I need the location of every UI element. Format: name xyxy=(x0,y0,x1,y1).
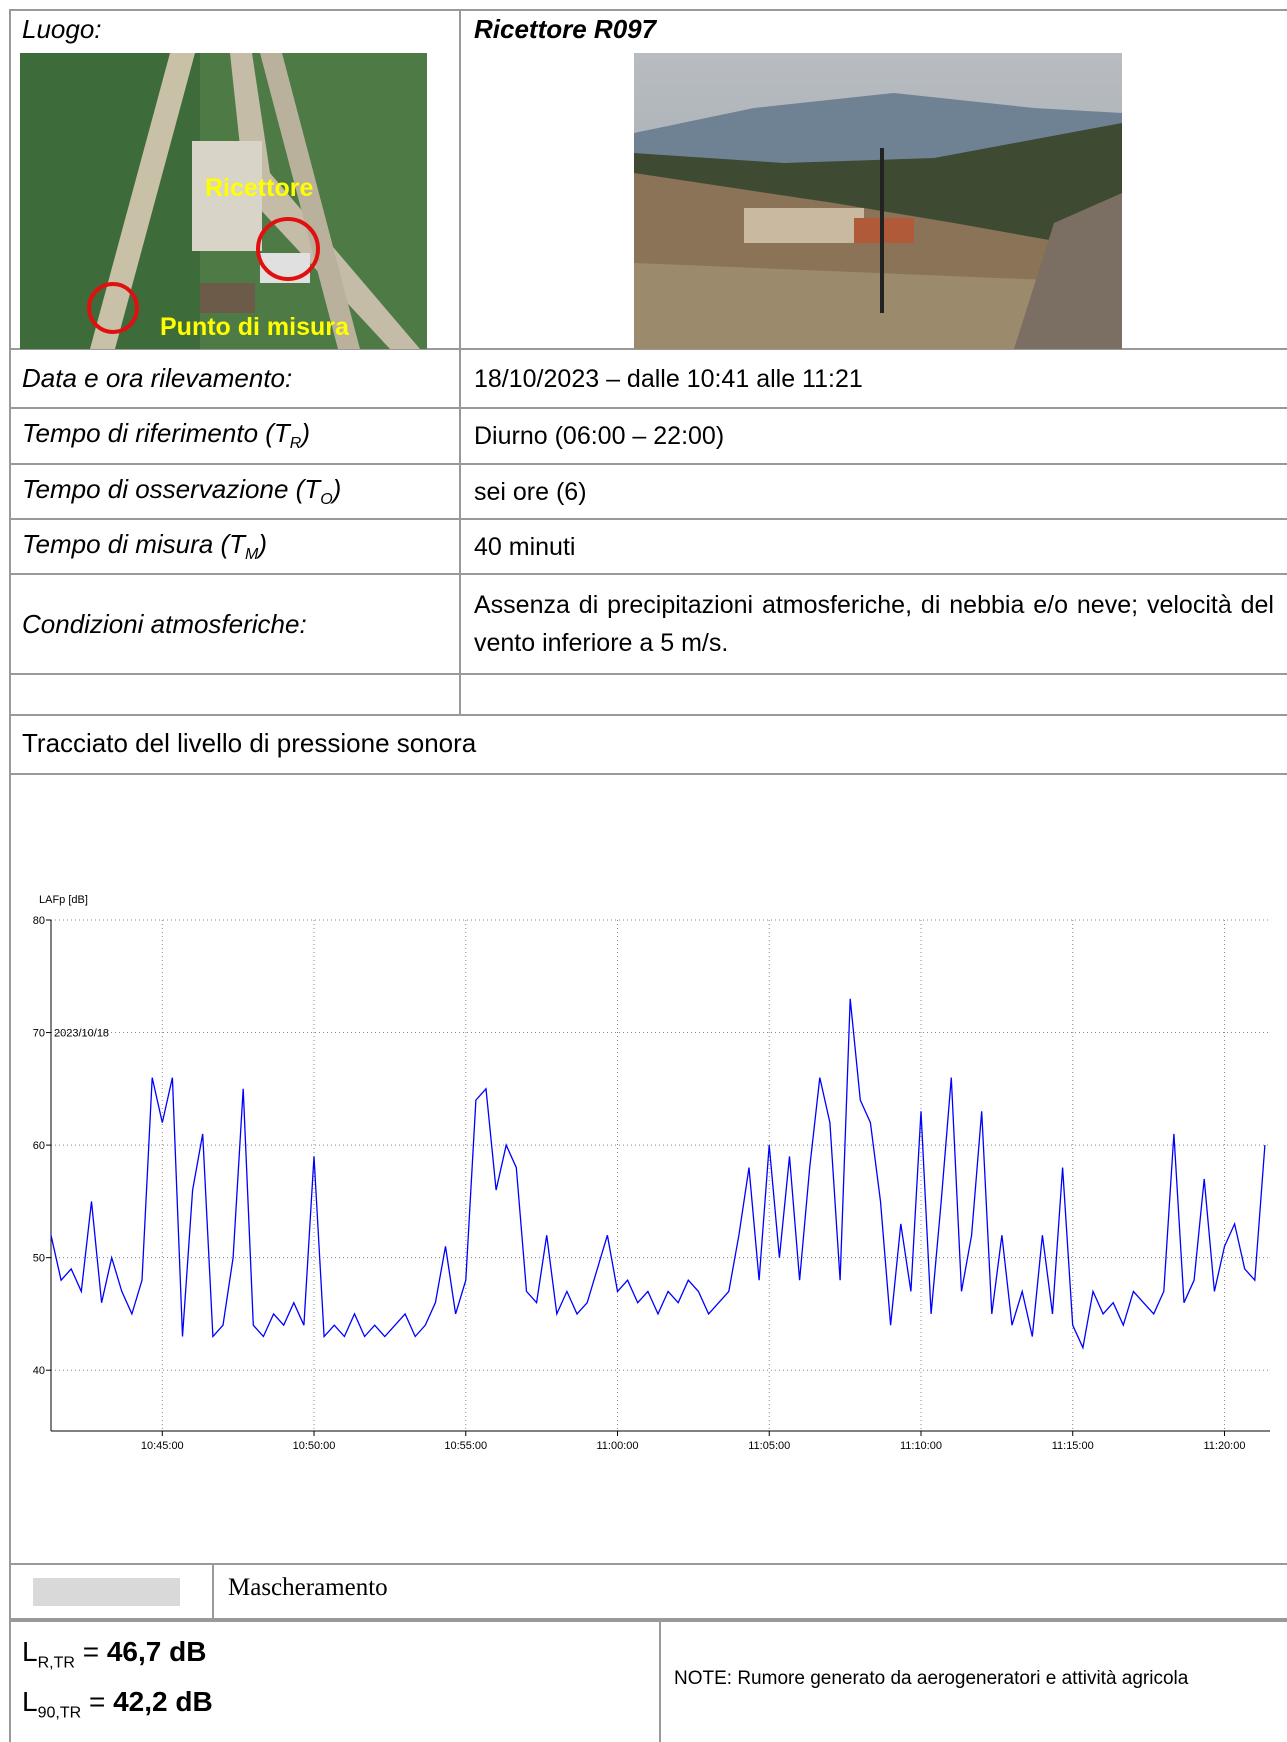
map-label: Ricettore xyxy=(205,174,313,202)
result-value: 46,7 dB xyxy=(106,1636,207,1667)
row-label: Tempo di osservazione (TO) xyxy=(22,464,452,519)
border xyxy=(9,773,1287,775)
x-tick-label: 11:20:00 xyxy=(1203,1440,1245,1452)
row-value: 40 minuti xyxy=(474,519,1274,574)
y-tick-label: 70 xyxy=(33,1028,45,1040)
label-sub: R xyxy=(289,435,302,453)
result-sub: 90,TR xyxy=(37,1704,82,1722)
row-label-text: Condizioni atmosferiche: xyxy=(22,609,307,640)
annotation: 2023/10/18 xyxy=(54,1028,109,1040)
note: NOTE: Rumore generato da aerogeneratori … xyxy=(674,1668,1189,1689)
y-tick-label: 40 xyxy=(33,1365,45,1377)
receiver-title: Ricettore R097 xyxy=(474,14,657,44)
result-sub: R,TR xyxy=(37,1654,75,1672)
x-tick-label: 10:45:00 xyxy=(141,1440,184,1452)
y-tick-label: 80 xyxy=(33,915,45,927)
row-value-text: 40 minuti xyxy=(474,532,576,561)
row-value-text: Diurno (06:00 – 22:00) xyxy=(474,422,725,450)
border xyxy=(9,714,1287,716)
row-label-text: Data e ora rilevamento: xyxy=(22,363,292,394)
x-tick-label: 11:10:00 xyxy=(900,1440,942,1452)
row-label: Tempo di misura (TM) xyxy=(22,519,452,574)
result-value: 42,2 dB xyxy=(113,1686,213,1717)
result: LR,TR = 46,7 dB xyxy=(22,1636,206,1673)
border xyxy=(9,463,1287,465)
label-after: ) xyxy=(301,418,311,449)
row-value-text: Assenza di precipitazioni atmosferiche, … xyxy=(474,591,1274,657)
row-label-text: Tempo di osservazione (TO) xyxy=(22,474,341,509)
border xyxy=(659,1620,661,1742)
label-after: ) xyxy=(258,528,267,559)
x-tick-label: 10:55:00 xyxy=(444,1440,487,1452)
border xyxy=(9,1618,1287,1622)
site-photo xyxy=(634,53,1122,349)
y-axis-label: LAFp [dB] xyxy=(39,894,88,906)
border xyxy=(9,573,1287,575)
border xyxy=(9,673,1287,675)
border xyxy=(9,1563,1287,1565)
result-sep: = xyxy=(88,1686,106,1717)
y-tick-label: 60 xyxy=(33,1140,45,1152)
x-tick-label: 10:50:00 xyxy=(293,1440,336,1452)
border xyxy=(9,407,1287,409)
result-symbol: L xyxy=(22,1686,38,1717)
row-label-text: Tempo di misura (TM) xyxy=(22,529,267,564)
label-sub: O xyxy=(320,491,333,509)
border xyxy=(9,9,11,1742)
label-text: Tempo di riferimento (T xyxy=(22,418,290,449)
label-sub: M xyxy=(245,546,259,564)
border xyxy=(9,348,1287,350)
border xyxy=(9,518,1287,520)
location-label: Luogo: xyxy=(22,14,102,44)
label-text: Tempo di misura (T xyxy=(22,528,245,559)
label-text: Condizioni atmosferiche: xyxy=(22,608,307,639)
result-sep: = xyxy=(82,1636,100,1667)
row-value: Assenza di precipitazioni atmosferiche, … xyxy=(474,574,1274,674)
row-value: 18/10/2023 – dalle 10:41 alle 11:21 xyxy=(474,349,1274,408)
y-tick-label: 50 xyxy=(33,1253,45,1265)
row-label: Tempo di riferimento (TR) xyxy=(22,408,452,464)
result: L90,TR = 42,2 dB xyxy=(22,1686,213,1723)
row-value: Diurno (06:00 – 22:00) xyxy=(474,408,1274,464)
border xyxy=(9,9,1287,11)
legend-label: Mascheramento xyxy=(228,1574,388,1601)
map-label: Punto di misura xyxy=(160,313,350,341)
border xyxy=(459,9,461,715)
level-trace xyxy=(50,998,1266,1350)
row-value-text: sei ore (6) xyxy=(474,477,587,506)
border xyxy=(212,1563,214,1619)
x-tick-label: 11:05:00 xyxy=(748,1440,790,1452)
result-symbol: L xyxy=(22,1636,38,1667)
row-label: Condizioni atmosferiche: xyxy=(22,574,452,674)
label-after: ) xyxy=(332,473,342,504)
row-value-text: 18/10/2023 – dalle 10:41 alle 11:21 xyxy=(474,364,863,393)
row-value: sei ore (6) xyxy=(474,464,1274,519)
section-title: Tracciato del livello di pressione sonor… xyxy=(22,728,477,758)
label-text: Data e ora rilevamento: xyxy=(22,363,293,393)
x-tick-label: 11:15:00 xyxy=(1052,1440,1094,1452)
row-label-text: Tempo di riferimento (TR) xyxy=(22,418,310,453)
x-tick-label: 11:00:00 xyxy=(596,1440,638,1452)
legend-swatch xyxy=(33,1578,180,1606)
label-text: Tempo di osservazione (T xyxy=(22,473,321,504)
map-image: Ricettore Punto di misura xyxy=(20,53,427,349)
row-label: Data e ora rilevamento: xyxy=(22,349,452,408)
